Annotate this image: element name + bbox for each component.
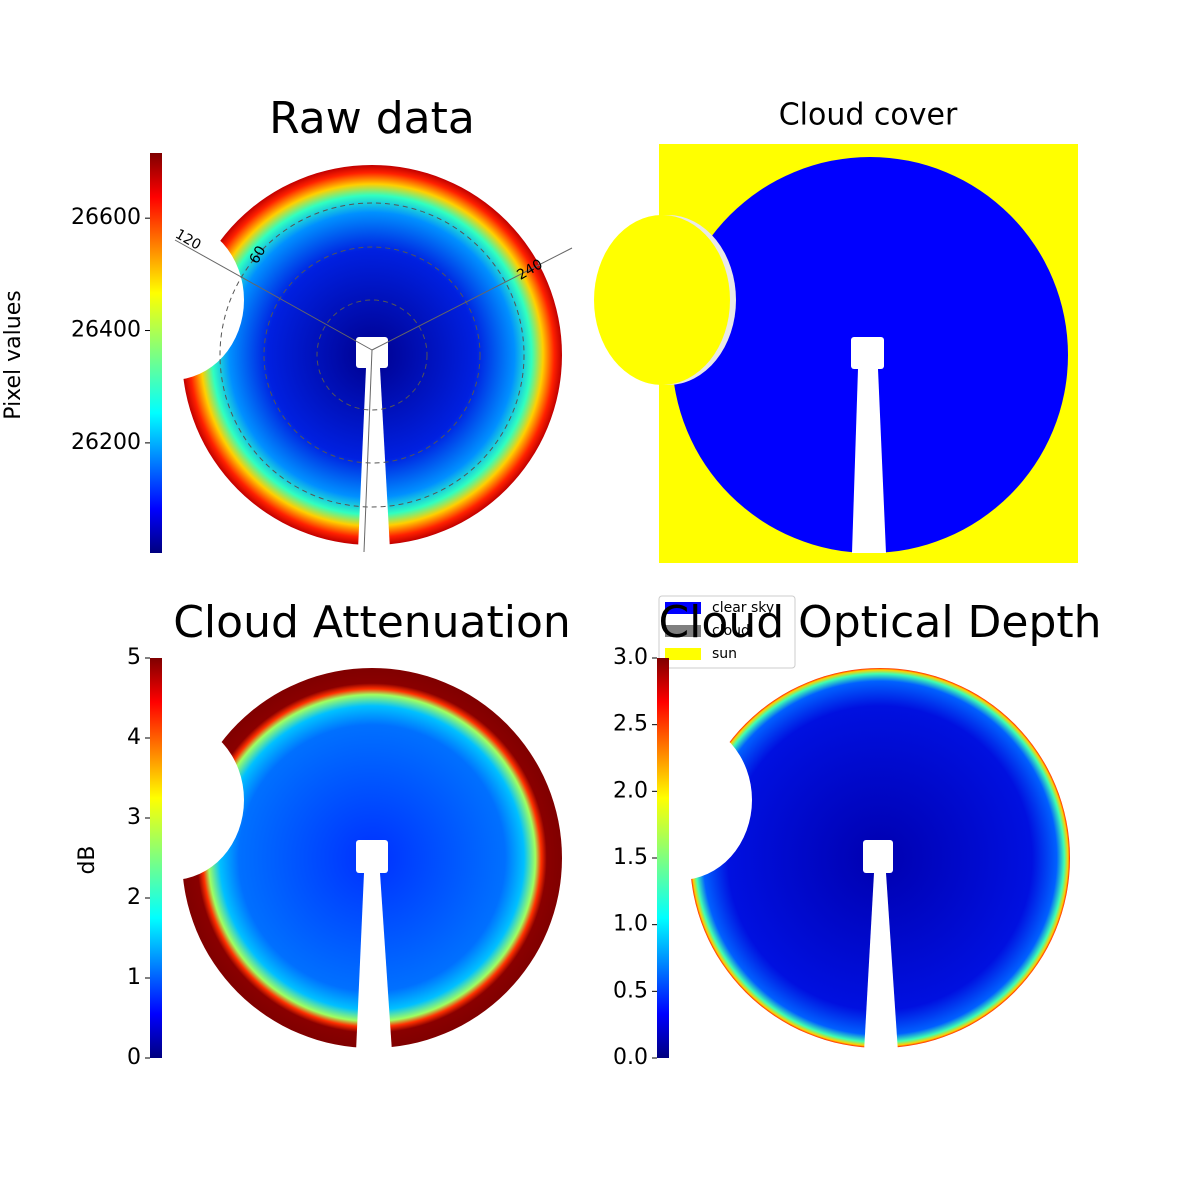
cloud-cover-image [594, 144, 1078, 563]
colorbar-label: dB [75, 845, 100, 874]
colorbar-tick-label: 3 [127, 805, 141, 830]
colorbar [150, 658, 162, 1058]
polar-label: 60 [247, 243, 270, 266]
colorbar-tick-label: 0 [127, 1045, 141, 1070]
raw-image [100, 165, 573, 553]
mast [851, 337, 884, 369]
legend-swatch [665, 648, 701, 660]
colorbar-tick-label: 2 [127, 885, 141, 910]
legend-label: clear sky [712, 600, 774, 616]
colorbar-tick-label: 26400 [71, 318, 141, 343]
colorbar-tick-label: 26200 [71, 430, 141, 455]
mast [852, 369, 886, 553]
colorbar-tick-label: 1.0 [613, 912, 648, 937]
panel-title: Cloud cover [779, 98, 958, 133]
colorbar-tick-label: 0.0 [613, 1045, 648, 1070]
legend: clear sky cloud sun [658, 595, 796, 669]
panel-title: Raw data [269, 93, 475, 144]
panel-title: Cloud Attenuation [173, 597, 571, 648]
legend-label: cloud [712, 623, 750, 639]
legend-swatch [665, 602, 701, 614]
colorbar-label: Pixel values [1, 290, 26, 419]
sun-notch [594, 215, 730, 385]
colorbar-tick-label: 0.5 [613, 978, 648, 1003]
colorbar-tick-label: 5 [127, 645, 141, 670]
legend-label: sun [712, 646, 737, 662]
legend-swatch [665, 625, 701, 637]
colorbar-tick-label: 1 [127, 965, 141, 990]
colorbar-tick-label: 26600 [71, 205, 141, 230]
colorbar-tick-label: 2.5 [613, 712, 648, 737]
attenuation-image [100, 668, 562, 1052]
colorbar-tick-label: 1.5 [613, 845, 648, 870]
panel-title: Cloud Optical Depth [658, 597, 1101, 648]
colorbar [150, 153, 162, 553]
optical-depth-image [608, 668, 1070, 1052]
colorbar [657, 658, 669, 1058]
colorbar-tick-label: 2.0 [613, 778, 648, 803]
colorbar-tick-label: 3.0 [613, 645, 648, 670]
colorbar-tick-label: 4 [127, 725, 141, 750]
